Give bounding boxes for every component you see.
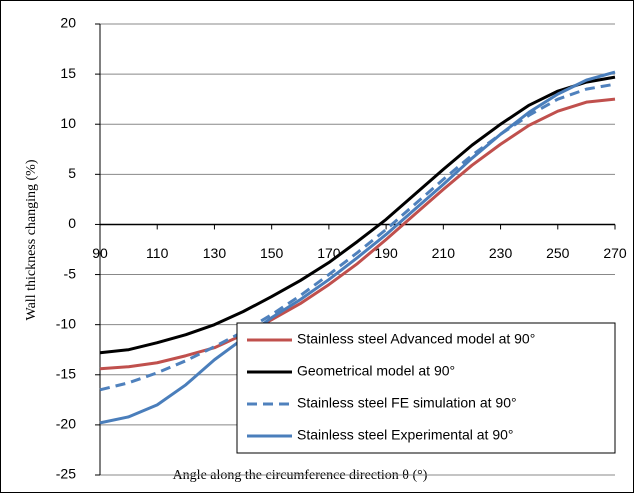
legend-box <box>236 322 616 454</box>
x-axis-label: Angle along the circumference direction … <box>173 468 428 483</box>
x-tick-label: 270 <box>603 245 627 261</box>
series-line <box>99 75 616 355</box>
x-tick-label: 170 <box>317 245 341 261</box>
legend-label: Stainless steel Advanced model at 90° <box>297 331 535 347</box>
x-tick-label: 210 <box>432 245 456 261</box>
y-tick-label: -25 <box>56 466 76 482</box>
x-tick-label: 250 <box>546 245 570 261</box>
series-line <box>99 97 616 371</box>
legend-label: Stainless steel Experimental at 90° <box>297 427 514 443</box>
x-tick-label: 190 <box>374 245 398 261</box>
y-tick-label: -10 <box>56 315 76 331</box>
y-tick-label: 0 <box>68 215 76 231</box>
legend-label: Geometrical model at 90° <box>297 363 455 379</box>
x-tick-label: 150 <box>260 245 284 261</box>
legend-label: Stainless steel FE simulation at 90° <box>297 395 517 411</box>
x-tick-label: 110 <box>146 245 169 261</box>
y-tick-label: -5 <box>64 265 77 281</box>
series-line <box>99 70 616 425</box>
y-tick-label: 10 <box>60 115 76 131</box>
y-tick-label: 5 <box>68 165 76 181</box>
series-line <box>99 82 616 392</box>
y-axis-label: Wall thickness changing (%) <box>24 159 39 320</box>
x-tick-label: 130 <box>203 245 227 261</box>
y-tick-label: 15 <box>60 65 76 81</box>
y-tick-label: 20 <box>60 15 76 31</box>
y-tick-label: -20 <box>56 416 76 432</box>
x-tick-label: 230 <box>489 245 513 261</box>
x-tick-label: 90 <box>92 245 108 261</box>
y-tick-label: -15 <box>56 365 76 381</box>
